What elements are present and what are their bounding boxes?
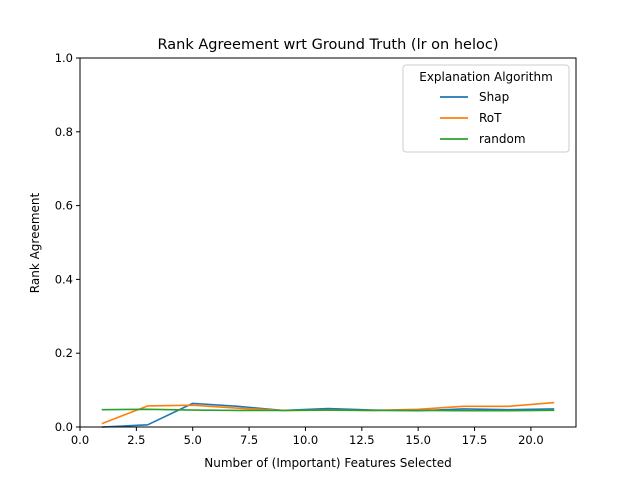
series-line-random <box>101 408 555 412</box>
legend-label-shap: Shap <box>479 90 509 104</box>
plot-frame <box>79 57 577 428</box>
y-tick-label: 0.2 <box>55 346 73 360</box>
legend-label-rot: RoT <box>479 111 502 125</box>
legend: Explanation Algorithm Shap RoT random <box>402 64 570 153</box>
y-tick-label: 0.8 <box>55 125 73 139</box>
legend-title: Explanation Algorithm <box>419 70 553 84</box>
x-tick-label: 2.5 <box>127 433 145 447</box>
x-tick-label: 10.0 <box>293 433 319 447</box>
y-tick-label: 0.6 <box>55 199 73 213</box>
x-tick-label: 15.0 <box>405 433 431 447</box>
y-tick-label: 0.0 <box>55 420 73 434</box>
x-tick-label: 17.5 <box>462 433 488 447</box>
y-tick-label: 0.4 <box>55 272 73 286</box>
x-tick-label: 12.5 <box>349 433 375 447</box>
x-tick-label: 5.0 <box>184 433 202 447</box>
legend-box <box>402 64 570 153</box>
x-axis-label: Number of (Important) Features Selected <box>204 456 452 470</box>
x-tick-label: 7.5 <box>240 433 258 447</box>
x-tick-label: 20.0 <box>518 433 544 447</box>
y-tick-label: 1.0 <box>55 51 73 65</box>
legend-label-random: random <box>479 132 526 146</box>
y-axis-label: Rank Agreement <box>28 192 42 293</box>
chart-title: Rank Agreement wrt Ground Truth (lr on h… <box>158 37 499 53</box>
x-tick-label: 0.0 <box>71 433 89 447</box>
